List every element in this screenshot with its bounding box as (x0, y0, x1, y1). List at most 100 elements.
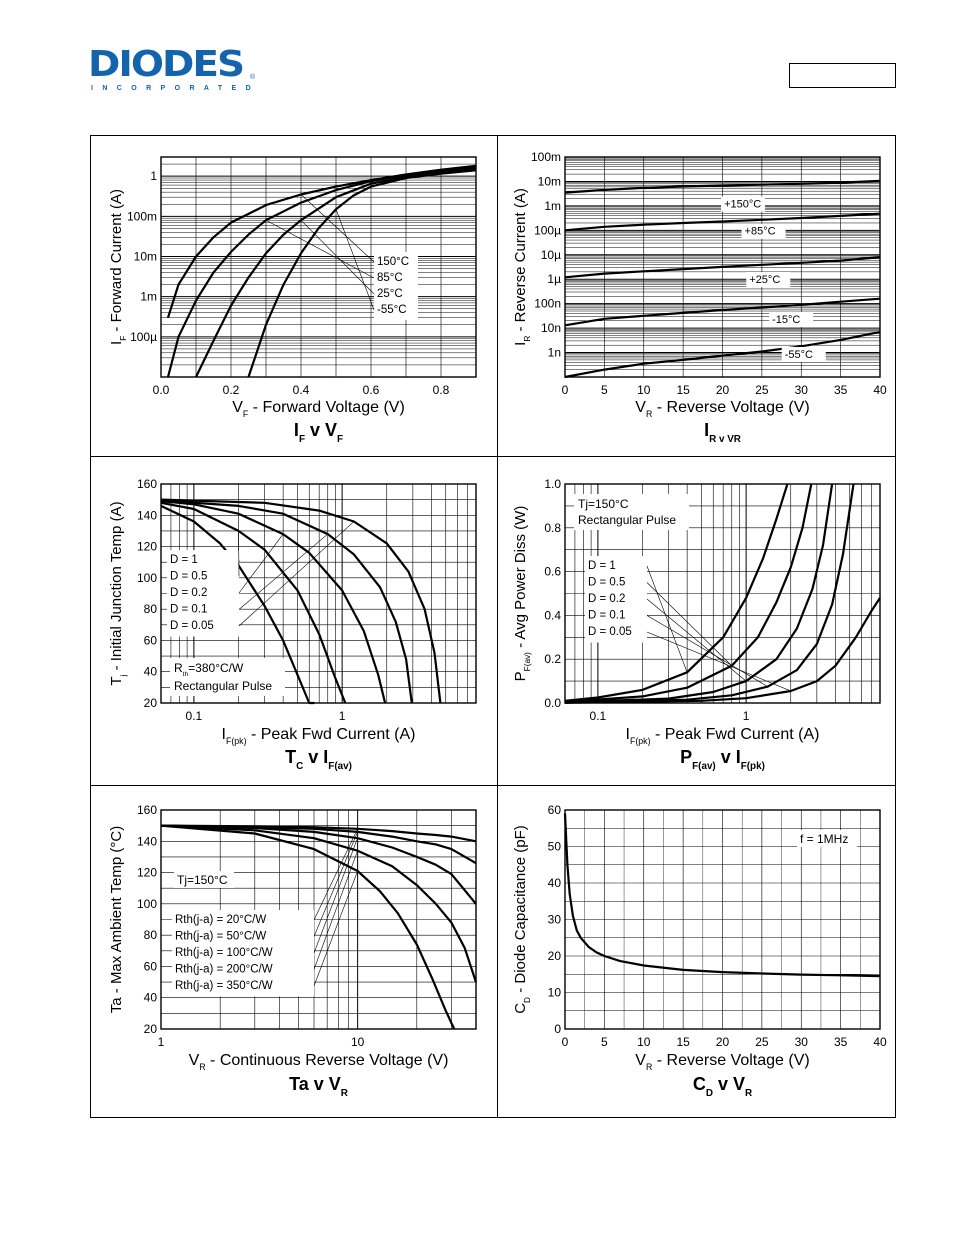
diodes-logo: DIODES ® INCORPORATED (88, 44, 260, 96)
x-axis-label: VR - Reverse Voltage (V) (635, 399, 809, 419)
y-tick-label: 140 (137, 508, 157, 522)
y-axis-label: IF - Forward Current (A) (108, 189, 128, 345)
x-tick-label: 0.2 (223, 383, 240, 397)
x-tick-label: 0.4 (293, 383, 310, 397)
legend-bg (172, 910, 314, 997)
legend-entry-2: 25°C (377, 288, 403, 300)
y-tick-label: 1 (150, 169, 157, 183)
y-axis-label: Tj - Initial Junction Temp (A) (108, 501, 128, 685)
x-tick-label: 35 (834, 383, 848, 397)
series-line-2 (564, 256, 881, 279)
x-tick-label: 1 (339, 709, 346, 723)
note-pulse: Rectangular Pulse (174, 679, 272, 693)
legend-entry-3: Rth(j-a) = 200°C/W (175, 964, 273, 976)
chart-ir_vs_vr: 0 5 10 15 20 25 30 35 40 100m 10m 1m 100µ 10µ 1µ 100n 10… (512, 150, 887, 445)
note-bg (574, 494, 689, 530)
legend-leader (335, 209, 375, 311)
y-tick-label: 80 (144, 928, 158, 942)
chart-title: Ta v VR (289, 1074, 348, 1099)
y-tick-label: 60 (548, 803, 562, 817)
x-tick-label: 5 (601, 383, 608, 397)
series-label: -55°C (785, 349, 813, 361)
chart-ta_vs_vr: 1 10 20 40 60 80 100 120 140 160 VR - Continuous R… (108, 803, 478, 1099)
frame-divider-row2 (90, 785, 896, 786)
y-tick-label: 1m (140, 290, 157, 304)
chart-if_vs_vf: 0.0 0.2 0.4 0.6 0.8 1 100m 10m 1m 100µ VF - Forwar… (108, 156, 477, 445)
legend-leader (313, 831, 358, 937)
y-tick-label: 1m (544, 199, 561, 213)
note-bg (170, 658, 285, 696)
x-tick-label: 1 (158, 1035, 165, 1049)
chart-title: IF v VF (294, 420, 343, 445)
legend-leader (646, 598, 747, 682)
legend-if_vs_vf: 150°C 85°C 25°C -55°C (265, 194, 418, 320)
legend-bg (167, 550, 239, 637)
series-line-1 (160, 501, 347, 704)
note-pulse: Rectangular Pulse (578, 513, 676, 527)
y-tick-label: 0.8 (544, 521, 561, 535)
y-tick-label: 160 (137, 477, 157, 491)
legend-leader (646, 582, 732, 666)
series-line-3 (160, 824, 478, 983)
series-line-4 (160, 824, 456, 1030)
y-axis-label: PF(av) - Avg Power Diss (W) (512, 506, 532, 682)
legend-ta_vs_vr: Rth(j-a) = 20°C/W Rth(j-a) = 50°C/W Rth(j-… (172, 828, 358, 997)
y-tick-label: 40 (144, 665, 158, 679)
legend-entry-0: D = 1 (170, 554, 198, 566)
chart-title: IR v VR (704, 420, 741, 445)
chart-title: CD v VR (693, 1074, 752, 1099)
x-tick-label: 25 (755, 1035, 769, 1049)
legend-entry-1: 85°C (377, 272, 403, 284)
y-tick-label: 20 (548, 949, 562, 963)
note-pfav_vs_ifpk: Tj=150°C Rectangular Pulse (574, 494, 689, 530)
y-tick-label: 10µ (541, 248, 561, 262)
legend-bg (585, 556, 647, 643)
x-tick-label: 40 (873, 1035, 887, 1049)
legend-leader (238, 533, 328, 610)
legend-bg (374, 252, 418, 320)
y-axis-label: CD - Diode Capacitance (pF) (512, 825, 532, 1014)
legend-entry-3: D = 0.1 (170, 604, 207, 616)
legend-entry-0: Rth(j-a) = 20°C/W (175, 914, 266, 926)
y-tick-label: 100n (534, 297, 561, 311)
y-tick-label: 140 (137, 834, 157, 848)
plot-border-tc_vs_if (160, 483, 477, 704)
legend-leader (238, 533, 284, 594)
chart-cd_vs_vr: 0 5 10 15 20 25 30 35 40 0 10 20 30 40 50 60 VR - Revers… (512, 803, 887, 1099)
legend-entry-0: 150°C (377, 256, 409, 268)
part-number-box (789, 63, 896, 88)
series-line-4 (160, 498, 442, 704)
y-tick-label: 40 (144, 991, 158, 1005)
series-line-1 (160, 824, 477, 865)
legend-pfav_vs_ifpk: D = 1 D = 0.5 D = 0.2 D = 0.1 D = 0.05 (585, 556, 791, 692)
x-tick-label: 30 (795, 1035, 809, 1049)
y-tick-label: 0.0 (544, 696, 561, 710)
legend-entry-2: D = 0.2 (588, 593, 625, 605)
x-tick-label: 40 (873, 383, 887, 397)
x-tick-label: 10 (637, 1035, 651, 1049)
chart-pfav_vs_ifpk: 0.1 1 0.0 0.2 0.4 0.6 0.8 1.0 IF(pk) - Peak Fwd … (512, 477, 881, 772)
y-tick-label: 100 (137, 897, 157, 911)
legend-entry-0: D = 1 (588, 560, 616, 572)
plot-border-ta_vs_vr (160, 809, 477, 1030)
legend-leader (313, 870, 358, 987)
legend-leader (646, 631, 791, 692)
y-axis-label: Ta - Max Ambient Temp (°C) (108, 826, 125, 1013)
series-line-1 (564, 212, 881, 232)
x-tick-label: 10 (351, 1035, 365, 1049)
series-line-3 (564, 483, 855, 704)
note-rth: Rth=380°C/W (174, 661, 244, 678)
y-tick-label: 20 (144, 1022, 158, 1036)
series-line-0 (160, 504, 315, 705)
series-label-bg (741, 223, 786, 239)
y-tick-label: 160 (137, 803, 157, 817)
note-tj: Tj=150°C (177, 873, 228, 887)
legend-entry-2: Rth(j-a) = 100°C/W (175, 947, 273, 959)
y-tick-label: 100m (127, 209, 157, 223)
x-tick-label: 1 (743, 709, 750, 723)
note-bg (174, 871, 234, 888)
legend-leader (313, 828, 358, 921)
x-tick-label: 0.8 (433, 383, 450, 397)
